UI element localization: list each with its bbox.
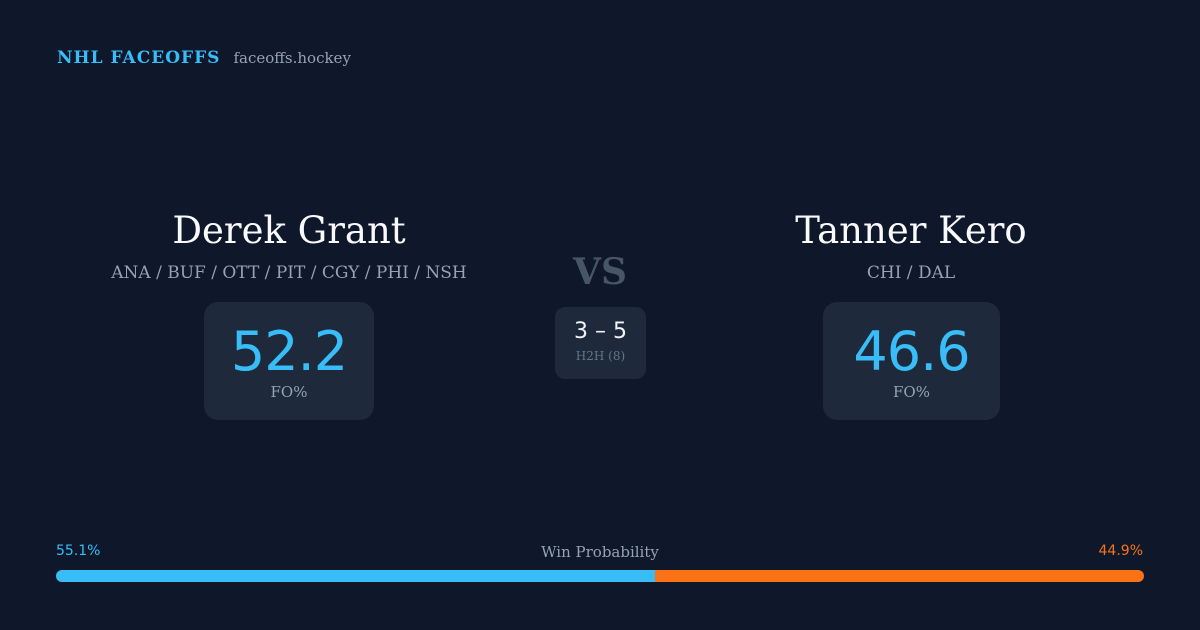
player-right-fo-label: FO% xyxy=(893,383,930,401)
player-left-teams: ANA / BUF / OTT / PIT / CGY / PHI / NSH xyxy=(111,263,467,283)
player-left: Derek Grant ANA / BUF / OTT / PIT / CGY … xyxy=(69,203,509,285)
win-probability-title: Win Probability xyxy=(541,543,659,561)
player-left-fo-value: 52.2 xyxy=(230,320,348,383)
h2h-label: H2H (8) xyxy=(575,349,626,363)
player-right-name: Tanner Kero xyxy=(795,209,1027,252)
win-probability-right-value: 44.9% xyxy=(1098,543,1143,559)
win-probability-left-fill xyxy=(56,570,656,582)
player-left-name: Derek Grant xyxy=(172,209,406,252)
player-right-stat-card: 46.6 FO% xyxy=(823,302,1000,420)
player-right: Tanner Kero CHI / DAL xyxy=(691,203,1131,285)
player-right-fo-value: 46.6 xyxy=(853,320,970,383)
win-probability-left-value: 55.1% xyxy=(56,543,101,559)
player-left-fo-label: FO% xyxy=(270,383,308,401)
win-probability-bar xyxy=(56,570,1144,582)
h2h-score: 3 – 5 xyxy=(574,319,627,344)
win-probability-right-fill xyxy=(655,570,1144,582)
brand-name: NHL FACEOFFS xyxy=(57,48,221,68)
player-left-stat-card: 52.2 FO% xyxy=(204,302,374,420)
player-right-teams: CHI / DAL xyxy=(866,263,956,283)
brand-url: faceoffs.hockey xyxy=(233,49,351,67)
brand-header: NHL FACEOFFS faceoffs.hockey xyxy=(57,48,351,68)
h2h-card: 3 – 5 H2H (8) xyxy=(555,307,646,379)
vs-label: VS xyxy=(573,251,627,293)
